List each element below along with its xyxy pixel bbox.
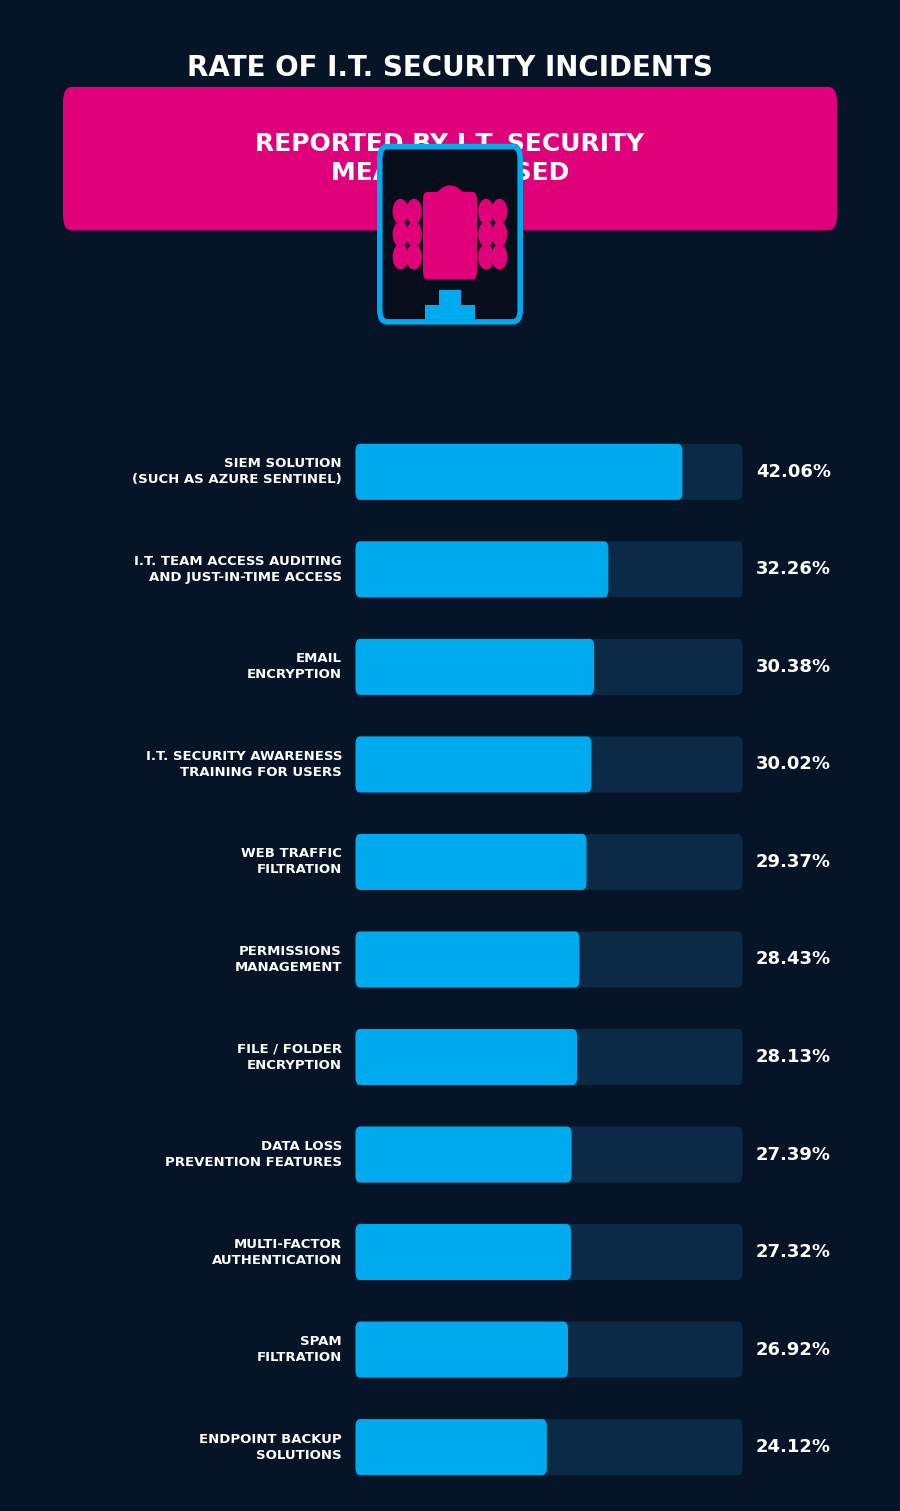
Circle shape [479,199,493,224]
Circle shape [479,245,493,269]
Text: DATA LOSS
PREVENTION FEATURES: DATA LOSS PREVENTION FEATURES [165,1139,342,1170]
Circle shape [492,222,507,246]
Text: MULTI-FACTOR
AUTHENTICATION: MULTI-FACTOR AUTHENTICATION [212,1238,342,1266]
FancyBboxPatch shape [356,931,580,988]
Text: I.T. SECURITY AWARENESS
TRAINING FOR USERS: I.T. SECURITY AWARENESS TRAINING FOR USE… [146,749,342,780]
Text: FILE / FOLDER
ENCRYPTION: FILE / FOLDER ENCRYPTION [237,1043,342,1071]
Text: 30.38%: 30.38% [756,657,831,675]
FancyBboxPatch shape [356,541,742,597]
FancyBboxPatch shape [380,147,520,322]
FancyBboxPatch shape [356,931,742,988]
FancyBboxPatch shape [356,639,742,695]
Text: 28.43%: 28.43% [756,950,831,969]
Text: 28.13%: 28.13% [756,1049,831,1067]
FancyBboxPatch shape [356,834,587,890]
FancyBboxPatch shape [356,639,594,695]
Bar [425,305,475,319]
Circle shape [393,245,408,269]
FancyBboxPatch shape [356,541,608,597]
FancyBboxPatch shape [356,1029,742,1085]
Circle shape [393,199,408,224]
FancyBboxPatch shape [356,1224,571,1280]
Text: I.T. TEAM ACCESS AUDITING
AND JUST-IN-TIME ACCESS: I.T. TEAM ACCESS AUDITING AND JUST-IN-TI… [134,555,342,583]
Text: 30.02%: 30.02% [756,756,831,774]
Circle shape [407,199,421,224]
Text: 32.26%: 32.26% [756,561,831,579]
FancyBboxPatch shape [356,736,591,792]
Text: 29.37%: 29.37% [756,852,831,870]
Text: 24.12%: 24.12% [756,1438,831,1457]
Circle shape [393,222,408,246]
Circle shape [407,245,421,269]
FancyBboxPatch shape [356,834,742,890]
FancyBboxPatch shape [356,1127,742,1183]
FancyBboxPatch shape [356,1127,572,1183]
FancyBboxPatch shape [356,444,742,500]
Text: PERMISSIONS
MANAGEMENT: PERMISSIONS MANAGEMENT [235,944,342,975]
Text: 42.06%: 42.06% [756,462,831,480]
Text: REPORTED BY I.T. SECURITY
MEASURES USED: REPORTED BY I.T. SECURITY MEASURES USED [256,133,644,184]
FancyBboxPatch shape [356,736,742,792]
FancyBboxPatch shape [356,1224,742,1280]
Circle shape [492,199,507,224]
FancyBboxPatch shape [356,1419,742,1475]
Circle shape [407,222,421,246]
Circle shape [479,222,493,246]
Text: EMAIL
ENCRYPTION: EMAIL ENCRYPTION [247,653,342,681]
Text: 26.92%: 26.92% [756,1340,831,1358]
Text: 27.39%: 27.39% [756,1145,831,1163]
FancyBboxPatch shape [356,1322,568,1378]
Text: WEB TRAFFIC
FILTRATION: WEB TRAFFIC FILTRATION [241,848,342,876]
Text: 27.32%: 27.32% [756,1244,831,1262]
FancyBboxPatch shape [63,86,837,230]
Bar [439,290,461,317]
FancyBboxPatch shape [356,1419,547,1475]
Text: SIEM SOLUTION
(SUCH AS AZURE SENTINEL): SIEM SOLUTION (SUCH AS AZURE SENTINEL) [132,458,342,487]
Text: ENDPOINT BACKUP
SOLUTIONS: ENDPOINT BACKUP SOLUTIONS [200,1432,342,1461]
Text: SPAM
FILTRATION: SPAM FILTRATION [256,1336,342,1364]
FancyBboxPatch shape [356,1322,742,1378]
Circle shape [492,245,507,269]
FancyBboxPatch shape [423,192,477,280]
FancyBboxPatch shape [356,444,682,500]
Text: RATE OF I.T. SECURITY INCIDENTS: RATE OF I.T. SECURITY INCIDENTS [187,54,713,82]
FancyBboxPatch shape [356,1029,577,1085]
